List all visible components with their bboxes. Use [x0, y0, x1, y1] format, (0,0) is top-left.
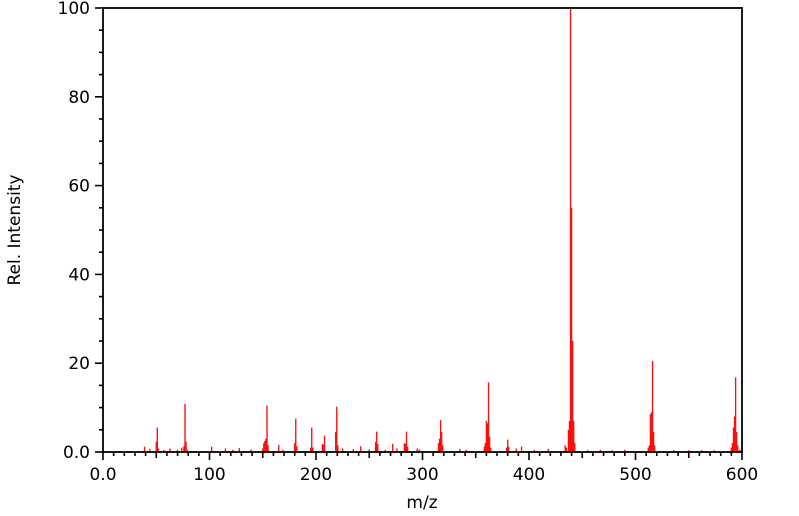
plot-frame	[102, 7, 743, 453]
x-tick-label: 300	[406, 465, 438, 485]
x-axis-label: m/z	[406, 493, 437, 513]
spectrum-peaks	[143, 8, 741, 452]
x-tick-label: 200	[300, 465, 332, 485]
x-tick-label: 600	[726, 465, 758, 485]
y-tick-label: 0.0	[63, 443, 90, 463]
axis-tick-labels: 0.0 100 200 300 400 500 600 0.0 20 40 60 80 100	[58, 0, 759, 485]
x-tick-label: 0.0	[89, 465, 116, 485]
y-axis-label: Rel. Intensity	[5, 174, 25, 285]
y-tick-label: 80	[68, 88, 90, 108]
x-tick-label: 400	[513, 465, 545, 485]
x-tick-label: 100	[193, 465, 225, 485]
x-tick-label: 500	[619, 465, 651, 485]
y-tick-label: 40	[68, 265, 90, 285]
y-tick-label: 60	[68, 177, 90, 197]
y-tick-label: 20	[68, 354, 90, 374]
y-tick-label: 100	[58, 0, 90, 19]
axis-ticks	[95, 7, 743, 460]
